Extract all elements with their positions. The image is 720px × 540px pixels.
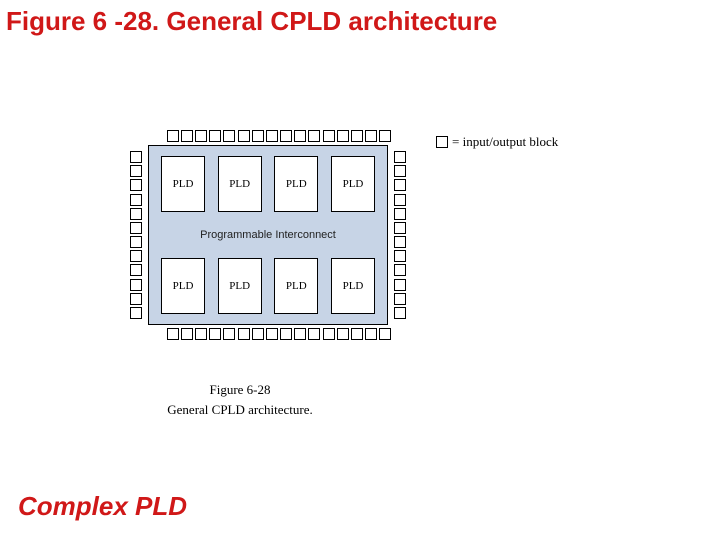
io-block xyxy=(323,130,335,142)
io-block xyxy=(252,130,264,142)
legend-text: = input/output block xyxy=(452,134,558,150)
io-block xyxy=(337,328,349,340)
io-block xyxy=(379,130,391,142)
io-block xyxy=(394,293,406,305)
io-block xyxy=(394,151,406,163)
io-block xyxy=(294,328,306,340)
io-col-right xyxy=(394,142,406,328)
io-block xyxy=(394,179,406,191)
io-block xyxy=(167,328,179,340)
io-block xyxy=(130,307,142,319)
chip-outline: PLD PLD PLD PLD Programmable Interconnect P… xyxy=(130,130,406,340)
io-block xyxy=(130,250,142,262)
pld-block: PLD xyxy=(331,258,375,314)
figure-title: Figure 6 -28. General CPLD architecture xyxy=(6,6,497,37)
io-block xyxy=(266,130,278,142)
pld-block: PLD xyxy=(274,258,318,314)
io-block xyxy=(223,130,235,142)
io-block xyxy=(394,165,406,177)
cpld-diagram: PLD PLD PLD PLD Programmable Interconnect P… xyxy=(130,130,558,340)
legend-square-icon xyxy=(436,136,448,148)
io-block xyxy=(394,194,406,206)
io-block xyxy=(308,328,320,340)
io-block xyxy=(394,208,406,220)
io-block xyxy=(238,130,250,142)
pld-row-top: PLD PLD PLD PLD xyxy=(161,156,375,212)
io-block xyxy=(323,328,335,340)
io-block xyxy=(130,208,142,220)
interconnect-label: Programmable Interconnect xyxy=(161,229,375,241)
figure-caption: Figure 6-28 General CPLD architecture. xyxy=(0,380,480,419)
legend: = input/output block xyxy=(436,134,558,150)
io-block xyxy=(351,130,363,142)
io-block xyxy=(365,130,377,142)
io-block xyxy=(266,328,278,340)
io-block xyxy=(252,328,264,340)
io-block xyxy=(130,293,142,305)
pld-block: PLD xyxy=(218,258,262,314)
io-block xyxy=(209,130,221,142)
io-block xyxy=(181,130,193,142)
io-row-bottom xyxy=(152,328,406,340)
caption-line-2: General CPLD architecture. xyxy=(0,400,480,420)
io-block xyxy=(130,179,142,191)
io-block xyxy=(130,236,142,248)
caption-line-1: Figure 6-28 xyxy=(0,380,480,400)
io-col-left xyxy=(130,142,142,328)
io-block xyxy=(223,328,235,340)
pld-block: PLD xyxy=(274,156,318,212)
io-block xyxy=(394,264,406,276)
io-block xyxy=(130,194,142,206)
io-block xyxy=(394,279,406,291)
io-block xyxy=(280,328,292,340)
io-block xyxy=(130,264,142,276)
io-block xyxy=(379,328,391,340)
pld-block: PLD xyxy=(161,156,205,212)
io-block xyxy=(280,130,292,142)
pld-block: PLD xyxy=(331,156,375,212)
io-block xyxy=(130,151,142,163)
io-block xyxy=(394,250,406,262)
io-block xyxy=(181,328,193,340)
io-row-top xyxy=(152,130,406,142)
io-block xyxy=(308,130,320,142)
io-block xyxy=(130,279,142,291)
io-block xyxy=(394,236,406,248)
io-block xyxy=(394,222,406,234)
pld-block: PLD xyxy=(218,156,262,212)
chip-inner: PLD PLD PLD PLD Programmable Interconnect P… xyxy=(148,145,388,325)
io-block xyxy=(130,165,142,177)
io-block xyxy=(195,328,207,340)
chip-mid-row: PLD PLD PLD PLD Programmable Interconnect P… xyxy=(130,142,406,328)
io-block xyxy=(195,130,207,142)
io-block xyxy=(238,328,250,340)
io-block xyxy=(351,328,363,340)
io-block xyxy=(167,130,179,142)
io-block xyxy=(209,328,221,340)
io-block xyxy=(294,130,306,142)
io-block xyxy=(130,222,142,234)
pld-row-bottom: PLD PLD PLD PLD xyxy=(161,258,375,314)
io-block xyxy=(337,130,349,142)
footer-label: Complex PLD xyxy=(18,491,187,522)
pld-block: PLD xyxy=(161,258,205,314)
io-block xyxy=(365,328,377,340)
io-block xyxy=(394,307,406,319)
